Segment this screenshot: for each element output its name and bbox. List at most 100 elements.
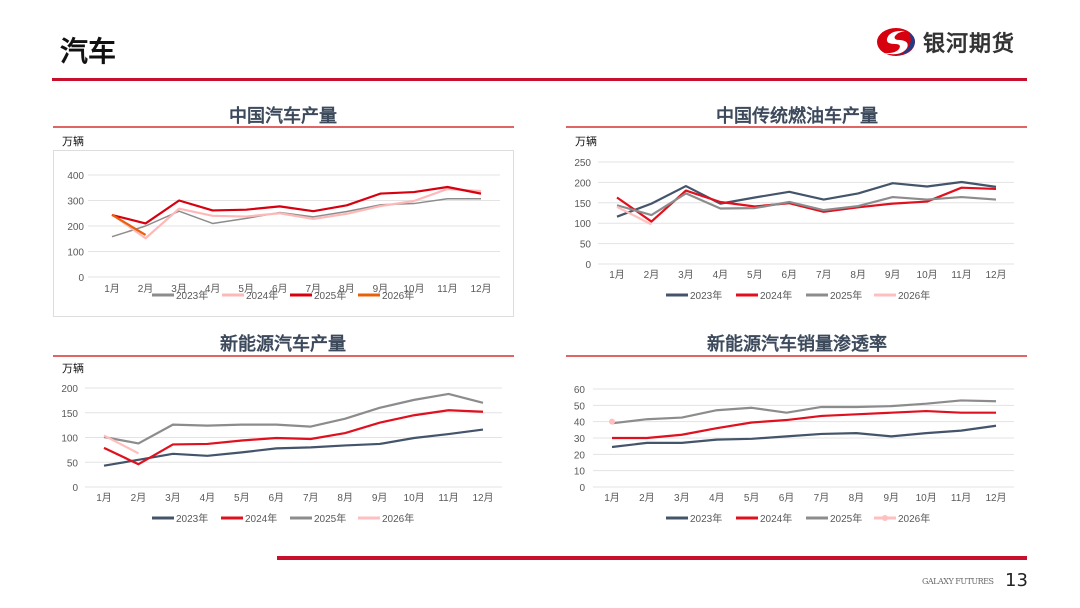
series-line-2025年: [111, 185, 482, 225]
y-tick-label: 200: [67, 222, 84, 233]
x-tick-label: 2月: [644, 269, 660, 281]
y-tick-label: 60: [574, 385, 586, 396]
x-tick-label: 3月: [678, 269, 694, 281]
x-tick-label: 1月: [104, 283, 120, 295]
legend-label: 2026年: [382, 512, 414, 525]
logo-text: 银河期货: [923, 32, 1016, 57]
legend-label: 2024年: [246, 289, 278, 302]
legend-label: 2023年: [176, 289, 208, 302]
x-tick-label: 10月: [916, 492, 937, 504]
page-number: 13: [1005, 570, 1028, 591]
x-tick-label: 6月: [272, 283, 288, 295]
x-tick-label: 4月: [709, 492, 725, 504]
galaxy-logo-icon: [877, 28, 915, 56]
series-line-2026年: [616, 205, 652, 226]
x-tick-label: 1月: [604, 492, 620, 504]
x-tick-label: 8月: [849, 492, 865, 504]
chart-1: 0 100 200 300 400 1月 2月 3月 4月 5月 6月 7月 8月 9月 10月 11月 12月…: [67, 171, 500, 302]
legend-label: 2025年: [314, 512, 346, 525]
y-tick-label: 50: [574, 401, 586, 412]
legend-label: 2024年: [245, 512, 277, 525]
series-line-2025年: [103, 392, 484, 445]
series-line-2026年: [103, 434, 139, 455]
legend-label: 2025年: [830, 512, 862, 525]
chart-title-4: 新能源汽车销量渗透率: [707, 334, 887, 355]
x-tick-label: 7月: [814, 492, 830, 504]
x-tick-label: 5月: [747, 269, 763, 281]
y-tick-label: 200: [574, 178, 591, 189]
y-tick-label: 0: [72, 483, 78, 494]
x-tick-label: 2月: [639, 492, 655, 504]
x-tick-label: 9月: [372, 492, 388, 504]
legend-label: 2023年: [176, 512, 208, 525]
chart-4: 0 10 20 30 40 50 60 1月 2月 3月 4月 5月 6月 7月 8月 9月 10月 11月 12月…: [574, 385, 1014, 525]
chart-title-divider: [53, 355, 514, 357]
chart-unit-2: 万辆: [575, 135, 597, 148]
y-tick-label: 50: [67, 458, 79, 469]
series-line-2023年: [103, 428, 484, 467]
x-tick-label: 5月: [744, 492, 760, 504]
x-tick-label: 10月: [403, 283, 424, 295]
legend-label: 2023年: [690, 512, 722, 525]
x-tick-label: 9月: [885, 269, 901, 281]
legend-label: 2024年: [760, 289, 792, 302]
x-tick-label: 11月: [437, 283, 457, 295]
x-tick-label: 12月: [472, 492, 493, 504]
y-tick-label: 10: [574, 467, 586, 478]
header-divider: [52, 78, 1027, 81]
x-tick-label: 6月: [268, 492, 284, 504]
y-tick-label: 50: [580, 240, 592, 251]
legend-marker: [882, 515, 888, 521]
page-title: 汽车: [60, 35, 117, 68]
x-tick-label: 7月: [305, 283, 321, 295]
y-tick-label: 30: [574, 434, 586, 445]
legend-label: 2023年: [690, 289, 722, 302]
y-tick-label: 0: [579, 483, 585, 494]
chart-title-divider: [566, 355, 1027, 357]
x-tick-label: 5月: [238, 283, 254, 295]
series-line-2023年: [611, 424, 997, 449]
y-tick-label: 200: [61, 384, 78, 395]
y-tick-label: 400: [67, 171, 84, 182]
x-tick-label: 4月: [713, 269, 729, 281]
legend-label: 2026年: [382, 289, 414, 302]
x-tick-label: 8月: [337, 492, 353, 504]
chart-title-2: 中国传统燃油车产量: [716, 106, 878, 127]
chart-title-1: 中国汽车产量: [229, 106, 337, 127]
legend-label: 2025年: [830, 289, 862, 302]
x-tick-label: 6月: [781, 269, 797, 281]
x-tick-label: 9月: [373, 283, 389, 295]
series-line-2025年: [611, 399, 997, 425]
y-tick-label: 300: [67, 197, 84, 208]
legend-label: 2026年: [898, 289, 930, 302]
y-tick-label: 0: [78, 273, 84, 284]
x-tick-label: 11月: [438, 492, 458, 504]
chart-title-divider: [53, 126, 514, 128]
x-tick-label: 1月: [609, 269, 625, 281]
company-logo: 银河期货: [875, 26, 1015, 58]
footer-brand: GALAXY FUTURES: [922, 577, 994, 586]
series-line-2025年: [616, 192, 997, 217]
x-tick-label: 8月: [339, 283, 355, 295]
x-tick-label: 2月: [131, 492, 147, 504]
chart-title-3: 新能源汽车产量: [220, 334, 346, 355]
x-tick-label: 9月: [883, 492, 899, 504]
x-tick-label: 7月: [303, 492, 319, 504]
x-tick-label: 7月: [816, 269, 832, 281]
y-tick-label: 40: [574, 418, 586, 429]
x-tick-label: 6月: [779, 492, 795, 504]
x-tick-label: 4月: [200, 492, 216, 504]
x-tick-label: 2月: [138, 283, 154, 295]
y-tick-label: 150: [574, 199, 591, 210]
x-tick-label: 12月: [985, 269, 1006, 281]
chart-unit-3: 万辆: [62, 362, 84, 375]
chart-unit-1: 万辆: [62, 135, 84, 148]
legend-label: 2026年: [898, 512, 930, 525]
series-line-2024年: [612, 409, 996, 440]
series-line-2023年: [616, 180, 997, 218]
series-line-2026年: [111, 213, 147, 236]
x-tick-label: 10月: [404, 492, 425, 504]
x-tick-label: 11月: [951, 269, 971, 281]
y-tick-label: 100: [574, 219, 591, 230]
